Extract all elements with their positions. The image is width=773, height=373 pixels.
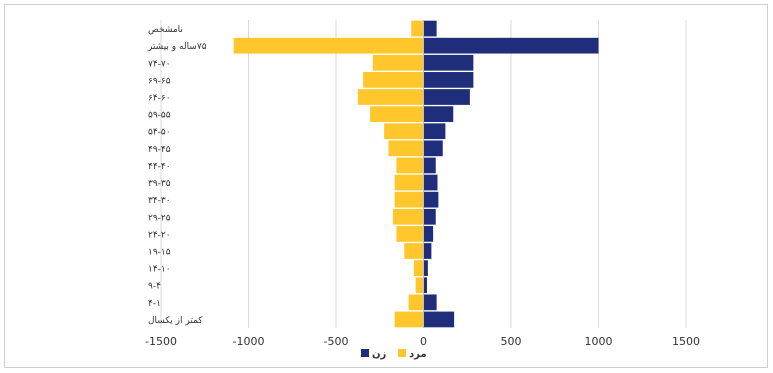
bar-female: [423, 140, 443, 157]
x-tick-label: 500: [501, 335, 522, 348]
category-label: کمتر از یکسال: [148, 316, 203, 326]
bar-male: [357, 89, 424, 105]
bar-male: [396, 226, 424, 242]
bar-female: [423, 54, 474, 71]
bar-male: [388, 140, 424, 157]
category-label: ۱۹-۱۵: [148, 248, 171, 258]
category-label: ۴۹-۴۵: [148, 145, 171, 155]
category-label: ۷۵ساله و بیشتر: [147, 42, 207, 52]
category-label: ۵۴-۵۰: [148, 128, 171, 138]
category-label: ۶۴-۶۰: [148, 94, 171, 104]
bar-male: [394, 191, 424, 208]
legend-swatch: [361, 349, 369, 357]
category-label: ۳۹-۳۵: [148, 179, 171, 189]
bar-female: [423, 208, 436, 225]
bar-female: [423, 277, 427, 294]
legend-label: مرد: [409, 349, 427, 360]
bar-male: [372, 54, 424, 71]
bar-male: [411, 20, 424, 37]
category-label: ۴۴-۴۰: [148, 162, 171, 172]
x-tick-label: 1500: [672, 335, 700, 348]
axes: -1500 -1000 -500 0 500 1000 1500 نامشخص ۷۵ساله و…: [145, 20, 700, 348]
category-label: ۴-۱: [148, 299, 161, 309]
bar-male: [396, 157, 424, 174]
category-label: ۹-۴: [148, 282, 161, 292]
bar-female: [423, 226, 434, 242]
bar-male: [394, 311, 424, 328]
bar-female: [423, 260, 428, 276]
bar-female: [423, 174, 438, 191]
x-tick-label: -1500: [145, 335, 177, 348]
category-label: ۱۴-۱۰: [148, 265, 171, 275]
bar-female: [423, 243, 432, 259]
category-label: ۶۹-۶۵: [148, 76, 171, 86]
bar-male: [370, 106, 424, 122]
bar-female: [423, 72, 474, 88]
bar-male: [404, 243, 424, 259]
x-tick-label: 1000: [585, 335, 613, 348]
legend-label: زن: [372, 349, 387, 360]
bar-male: [233, 37, 424, 54]
gridlines: [160, 20, 687, 328]
bar-female: [423, 294, 437, 311]
bar-female: [423, 89, 470, 105]
bar-female: [423, 123, 446, 140]
category-label: ۵۹-۵۵: [148, 111, 171, 121]
bar-female: [423, 106, 454, 122]
legend: زن مرد: [361, 349, 427, 360]
bar-female: [423, 191, 439, 208]
category-label: نامشخص: [148, 25, 183, 35]
bar-female: [423, 37, 599, 54]
bar-male: [408, 294, 424, 311]
bar-male: [363, 72, 424, 88]
category-label: ۲۴-۲۰: [148, 230, 171, 240]
x-tick-label: -500: [324, 335, 349, 348]
bar-male: [384, 123, 424, 140]
bar-male: [392, 208, 424, 225]
bars: [233, 20, 599, 328]
x-tick-label: 0: [420, 335, 427, 348]
bar-female: [423, 311, 455, 328]
bar-male: [413, 260, 424, 276]
bar-female: [423, 20, 437, 37]
bar-male: [394, 174, 424, 191]
category-label: ۷۴-۷۰: [148, 59, 171, 69]
x-tick-label: -1000: [233, 335, 265, 348]
bar-female: [423, 157, 436, 174]
bar-male: [415, 277, 424, 294]
category-label: ۳۴-۳۰: [148, 196, 171, 206]
legend-swatch: [398, 349, 406, 357]
category-label: ۲۹-۲۵: [148, 213, 171, 223]
